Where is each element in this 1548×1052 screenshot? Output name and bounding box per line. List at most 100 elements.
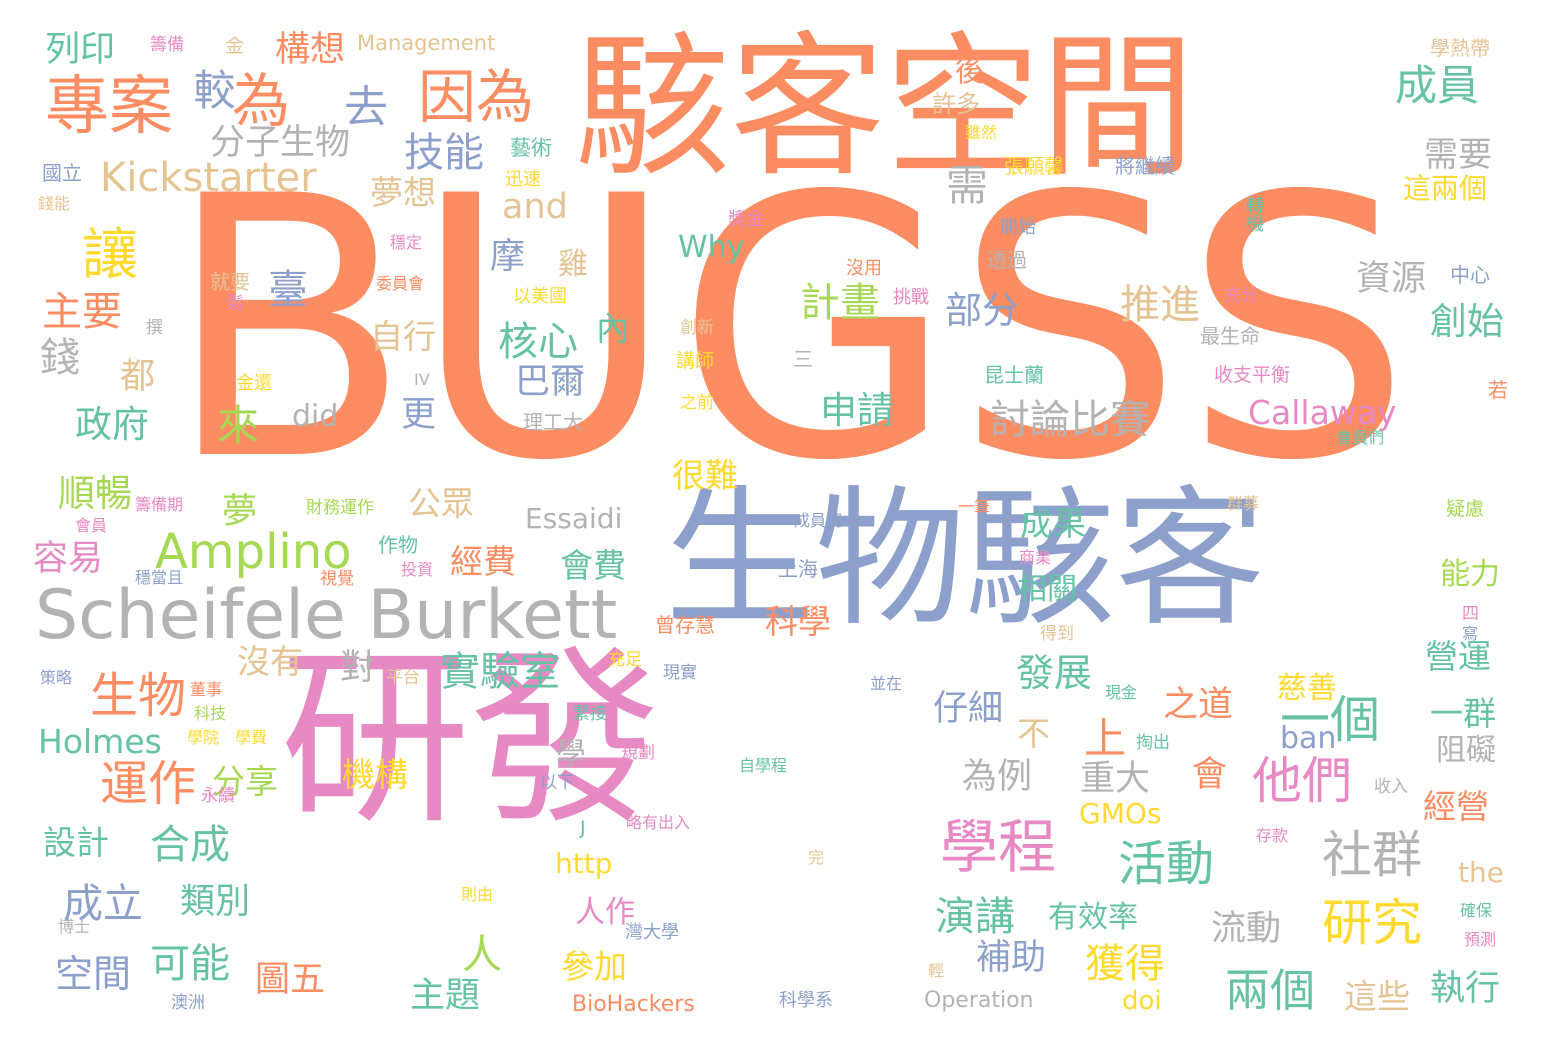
cloud-word: 為例 bbox=[962, 757, 1033, 797]
cloud-word: 部分 bbox=[945, 289, 1019, 332]
cloud-word: 商業 bbox=[1019, 548, 1052, 567]
cloud-word: 預測 bbox=[1464, 930, 1497, 949]
cloud-word: 發展 bbox=[1016, 651, 1093, 695]
cloud-word: 實驗室 bbox=[440, 649, 560, 695]
cloud-word: 獎金 bbox=[728, 209, 764, 230]
cloud-word: http bbox=[555, 847, 613, 880]
cloud-word: 曾存慧 bbox=[655, 613, 715, 637]
cloud-word: 構想 bbox=[275, 30, 346, 70]
cloud-word: 一群 bbox=[1430, 694, 1496, 733]
cloud-word: 科技 bbox=[194, 704, 227, 723]
cloud-word: 四 bbox=[1462, 604, 1479, 624]
cloud-word: 澳洲 bbox=[171, 993, 205, 1013]
cloud-word: 推進 bbox=[1120, 282, 1200, 328]
cloud-word: 一個 bbox=[1280, 691, 1380, 749]
cloud-word: 較 bbox=[187, 68, 236, 110]
cloud-word: 群募 bbox=[1227, 494, 1260, 513]
cloud-word: 科學 bbox=[765, 602, 831, 641]
cloud-word: 自學程 bbox=[739, 756, 788, 775]
cloud-word: 穩當且 bbox=[135, 568, 184, 587]
cloud-word: 補助 bbox=[976, 938, 1047, 978]
cloud-word: 合成 bbox=[150, 822, 230, 868]
cloud-word: 成立 bbox=[63, 881, 143, 927]
cloud-word: 張願馨 bbox=[1004, 154, 1064, 178]
cloud-word: 討論比賽 bbox=[990, 397, 1150, 443]
cloud-word: 作物 bbox=[378, 533, 418, 557]
cloud-word: 國立 bbox=[42, 161, 82, 185]
cloud-word: 專案 bbox=[45, 70, 173, 144]
cloud-word: 需 bbox=[946, 161, 989, 210]
cloud-word: 財務運作 bbox=[306, 498, 374, 518]
cloud-word: 視覺 bbox=[320, 569, 354, 589]
cloud-word: J bbox=[580, 817, 586, 839]
cloud-word: 規劃 bbox=[621, 743, 655, 763]
cloud-word: 上海 bbox=[778, 557, 818, 581]
cloud-word: 公眾 bbox=[408, 484, 474, 523]
cloud-word: 充足 bbox=[608, 650, 642, 670]
cloud-word: 社群 bbox=[1322, 826, 1422, 884]
cloud-word: 收支平衡 bbox=[1214, 364, 1291, 386]
cloud-word: 之前 bbox=[680, 393, 714, 413]
cloud-word: 轉機 bbox=[1243, 196, 1264, 232]
cloud-word: 策略 bbox=[40, 668, 73, 687]
cloud-word: 夢 bbox=[222, 492, 258, 532]
cloud-word: 得到 bbox=[1040, 624, 1074, 644]
cloud-word: Callaway bbox=[1248, 393, 1397, 432]
cloud-word: 學程 bbox=[940, 813, 1057, 881]
cloud-word: 確保 bbox=[1460, 901, 1493, 920]
cloud-word: doi bbox=[1122, 986, 1162, 1016]
cloud-word: 來 bbox=[217, 401, 260, 450]
cloud-word: 生物駭客 bbox=[665, 473, 1266, 647]
cloud-word: Scheifele Burkett bbox=[35, 576, 618, 655]
cloud-word: 昆士蘭 bbox=[984, 363, 1044, 387]
cloud-word: the bbox=[1458, 856, 1504, 889]
cloud-word: 錢能 bbox=[38, 194, 71, 213]
cloud-word: 類別 bbox=[180, 882, 251, 922]
cloud-word: 理工大 bbox=[523, 410, 583, 434]
cloud-word: 掏出 bbox=[1136, 733, 1170, 753]
cloud-word: 人作 bbox=[575, 895, 635, 930]
cloud-word: 這兩個 bbox=[1403, 172, 1488, 205]
cloud-word: 撰 bbox=[146, 318, 163, 338]
cloud-word: 投資 bbox=[401, 560, 434, 579]
cloud-word: 成員 bbox=[1395, 61, 1480, 110]
cloud-word: 成員們 bbox=[794, 511, 843, 530]
cloud-word: 技能 bbox=[404, 130, 484, 176]
cloud-word: 最生命 bbox=[1200, 324, 1260, 348]
cloud-word: 錢 bbox=[40, 335, 80, 381]
cloud-word: 一筆 bbox=[958, 497, 991, 516]
cloud-word: 這些 bbox=[1344, 977, 1410, 1016]
cloud-word: 疑慮 bbox=[1446, 498, 1485, 520]
cloud-word: 仔細 bbox=[933, 689, 1004, 729]
cloud-word: Amplino bbox=[155, 524, 352, 580]
cloud-word: 活動 bbox=[1118, 836, 1215, 892]
cloud-word: 空間 bbox=[55, 952, 132, 996]
cloud-word: 阻礙 bbox=[1436, 733, 1496, 768]
cloud-word: 申請 bbox=[820, 389, 894, 432]
cloud-word: 並在 bbox=[870, 674, 903, 693]
cloud-word: 籌備 bbox=[150, 35, 184, 55]
cloud-word: 執行 bbox=[1430, 969, 1501, 1009]
cloud-word: Holmes bbox=[38, 722, 162, 761]
cloud-word: 兩個 bbox=[1225, 964, 1316, 1017]
cloud-word: 透過 bbox=[987, 248, 1027, 272]
cloud-word: 就要 bbox=[210, 270, 250, 294]
cloud-word: 開始 bbox=[1000, 217, 1036, 238]
cloud-word: 金 bbox=[225, 35, 245, 57]
cloud-word: 資源 bbox=[1356, 259, 1427, 299]
cloud-word: 流動 bbox=[1211, 909, 1282, 949]
cloud-word: 永續 bbox=[201, 786, 235, 806]
cloud-word: 自行 bbox=[370, 317, 436, 356]
cloud-word: 上 bbox=[1084, 714, 1127, 763]
cloud-word: 對 bbox=[340, 648, 376, 688]
cloud-word: Operation bbox=[924, 988, 1034, 1013]
cloud-word: 營運 bbox=[1425, 637, 1491, 676]
cloud-word: 灣大學 bbox=[625, 922, 679, 943]
cloud-word: Why bbox=[678, 230, 745, 265]
cloud-word: 核心 bbox=[498, 319, 578, 365]
cloud-word: 以下 bbox=[540, 773, 574, 793]
cloud-word: 經營 bbox=[1423, 787, 1489, 826]
cloud-word: 學 bbox=[556, 737, 586, 772]
cloud-word: Essaidi bbox=[525, 502, 623, 535]
cloud-word: 研發 bbox=[280, 629, 661, 850]
